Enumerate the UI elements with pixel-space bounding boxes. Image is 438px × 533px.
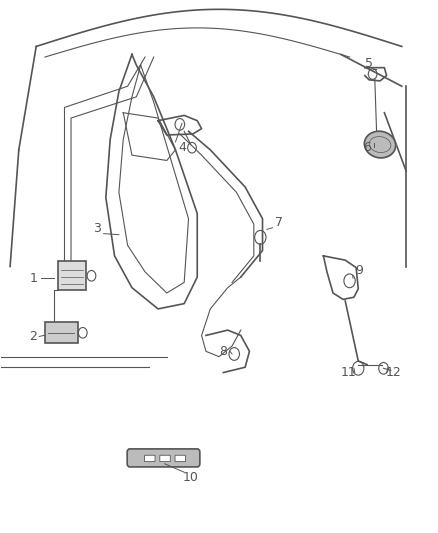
FancyBboxPatch shape: [160, 455, 170, 462]
Text: 7: 7: [275, 216, 283, 229]
Text: 1: 1: [30, 272, 38, 285]
Text: 10: 10: [183, 471, 199, 484]
Text: 5: 5: [365, 58, 373, 70]
Text: 12: 12: [385, 366, 401, 379]
Bar: [58, 261, 86, 290]
Text: 9: 9: [355, 264, 363, 277]
Text: 3: 3: [93, 222, 101, 235]
Ellipse shape: [364, 131, 396, 158]
FancyBboxPatch shape: [127, 449, 200, 467]
Text: 4: 4: [178, 141, 186, 154]
Text: 11: 11: [340, 366, 356, 379]
FancyBboxPatch shape: [175, 455, 185, 462]
Text: 6: 6: [363, 141, 371, 154]
Bar: [45, 322, 78, 343]
Text: 2: 2: [29, 330, 37, 343]
Text: 8: 8: [219, 345, 227, 358]
FancyBboxPatch shape: [145, 455, 155, 462]
